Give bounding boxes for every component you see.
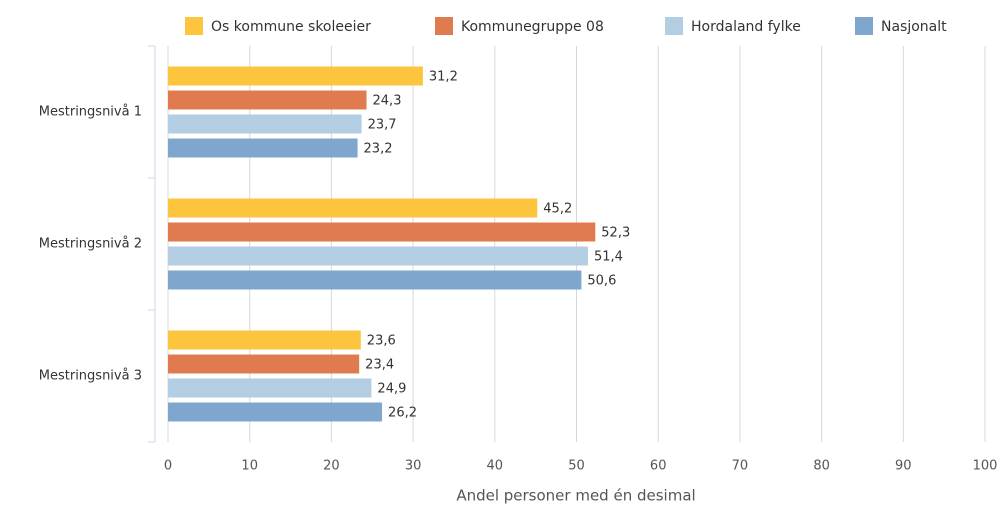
data-label: 24,9 (377, 382, 406, 397)
bar (168, 114, 362, 134)
x-tick-label: 0 (164, 459, 172, 474)
data-label: 23,7 (368, 118, 397, 133)
x-axis-label: Andel personer med én desimal (456, 487, 695, 505)
bar (168, 66, 423, 86)
bar (168, 270, 582, 290)
data-label: 24,3 (373, 94, 402, 109)
x-tick-label: 10 (241, 459, 258, 474)
x-tick-label: 30 (405, 459, 422, 474)
y-tick-label: Mestringsnivå 2 (39, 237, 142, 252)
x-tick-label: 20 (323, 459, 340, 474)
x-tick-label: 100 (973, 459, 998, 474)
data-label: 23,6 (367, 334, 396, 349)
data-label: 26,2 (388, 406, 417, 421)
bar (168, 246, 588, 266)
legend-swatch (665, 17, 683, 35)
legend-label: Nasjonalt (881, 19, 947, 35)
data-label: 45,2 (543, 202, 572, 217)
x-tick-label: 90 (895, 459, 912, 474)
legend-swatch (855, 17, 873, 35)
bar (168, 402, 383, 422)
bar (168, 138, 358, 158)
bar (168, 354, 360, 374)
data-label: 23,4 (365, 358, 394, 373)
data-label: 52,3 (601, 226, 630, 241)
legend-swatch (185, 17, 203, 35)
data-label: 50,6 (587, 274, 616, 289)
x-tick-label: 50 (568, 459, 585, 474)
bar (168, 330, 361, 350)
x-tick-label: 70 (732, 459, 749, 474)
x-tick-label: 40 (487, 459, 504, 474)
data-label: 51,4 (594, 250, 623, 265)
legend-label: Hordaland fylke (691, 19, 801, 35)
x-tick-label: 60 (650, 459, 667, 474)
legend-label: Os kommune skoleeier (211, 19, 371, 35)
bar (168, 198, 538, 218)
legend-swatch (435, 17, 453, 35)
data-label: 23,2 (364, 142, 393, 157)
bar (168, 378, 372, 398)
bar (168, 222, 596, 242)
bar (168, 90, 367, 110)
legend-label: Kommunegruppe 08 (461, 19, 604, 35)
y-tick-label: Mestringsnivå 3 (39, 369, 142, 384)
x-tick-label: 80 (813, 459, 830, 474)
data-label: 31,2 (429, 70, 458, 85)
y-tick-label: Mestringsnivå 1 (39, 105, 142, 120)
